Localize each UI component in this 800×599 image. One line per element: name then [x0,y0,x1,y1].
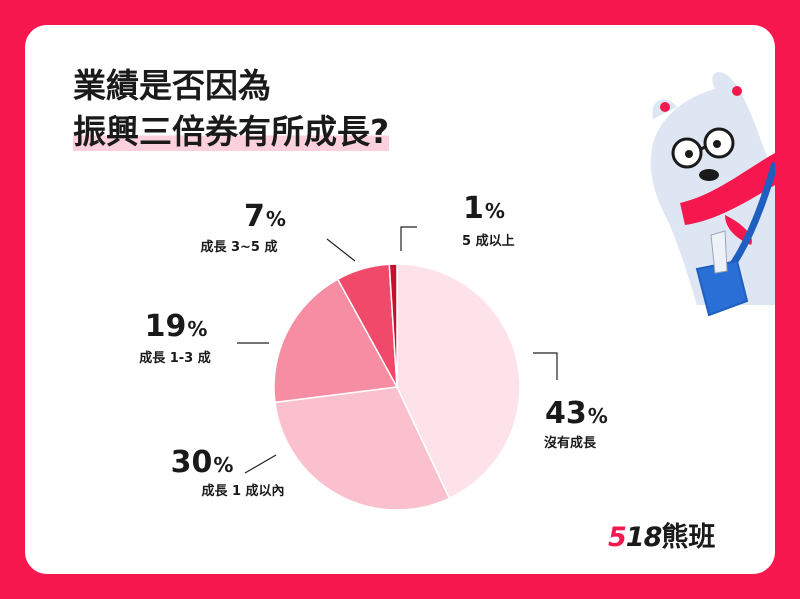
pie-slices [273,263,521,511]
percent-label: 7% [244,199,286,234]
title-line-1: 業績是否因為 [73,66,271,105]
percent-label: 43% [545,396,608,431]
card: 業績是否因為 振興三倍券有所成長? 43% 沒有成長 30% 成長 1 成以內 19% 成… [25,25,775,574]
percent-label: 30% [171,445,234,480]
pie-slice [396,263,521,500]
slice-category-label: 5 成以上 [462,233,515,249]
percent-label: 1% [463,191,505,226]
slice-labels: 43% 沒有成長 30% 成長 1 成以內 19% 成長 1-3 成 7% 成長 3~5 成 1… [139,191,608,499]
pie-slice [388,263,398,388]
percent-label: 19% [145,309,208,344]
slice-category-label: 沒有成長 [544,435,597,451]
polar-bear-mascot-icon [650,72,775,317]
chart-title: 業績是否因為 振興三倍券有所成長? [73,63,390,154]
leader-line [400,226,417,251]
slice-category-label: 成長 1-3 成 [139,350,211,366]
leader-lines [237,226,558,474]
slice-category-label: 成長 3~5 成 [200,239,277,255]
pie-slice [274,386,451,511]
pie-chart: 43% 沒有成長 30% 成長 1 成以內 19% 成長 1-3 成 7% 成長 3~5 成 1… [139,72,775,511]
slice-category-label: 成長 1 成以內 [201,483,284,499]
pie-slice [273,278,399,404]
leader-line [533,352,558,380]
leader-line [326,238,356,262]
title-line-2: 振興三倍券有所成長? [73,111,390,151]
leader-line [244,454,277,474]
brand-logo: 518熊班 [608,522,716,553]
